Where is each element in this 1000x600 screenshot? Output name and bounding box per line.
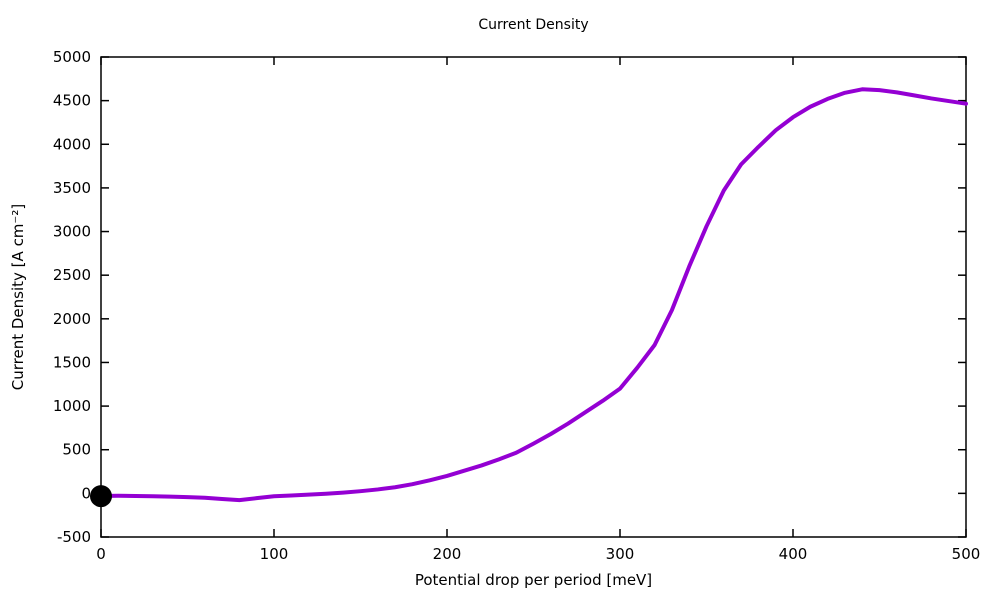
y-tick-label: 500 xyxy=(62,441,91,459)
x-tick-label: 400 xyxy=(779,545,808,563)
x-tick-label: 0 xyxy=(96,545,106,563)
x-axis-label: Potential drop per period [meV] xyxy=(414,571,653,589)
x-tick-label: 500 xyxy=(952,545,981,563)
y-tick-label: 1500 xyxy=(53,353,91,371)
origin-point-marker xyxy=(90,485,112,508)
chart-title: Current Density xyxy=(478,17,589,33)
y-tick-label: 5000 xyxy=(53,48,91,66)
y-tick-label: 3500 xyxy=(53,179,91,197)
plot-frame xyxy=(100,56,967,538)
y-axis-label: Current Density [A cm⁻²] xyxy=(9,203,27,391)
x-tick-label: 300 xyxy=(606,545,635,563)
y-tick-label: 4000 xyxy=(53,135,91,153)
y-tick-label: 2500 xyxy=(53,266,91,284)
y-tick-label: 3000 xyxy=(53,223,91,241)
x-tick-label: 100 xyxy=(260,545,289,563)
y-tick-label: 2000 xyxy=(53,310,91,328)
y-tick-label: -500 xyxy=(57,528,91,546)
y-tick-label: 0 xyxy=(81,484,91,502)
current-density-curve xyxy=(99,87,968,503)
y-tick-label: 4500 xyxy=(53,92,91,110)
x-tick-label: 200 xyxy=(433,545,462,563)
y-tick-label: 1000 xyxy=(53,397,91,415)
